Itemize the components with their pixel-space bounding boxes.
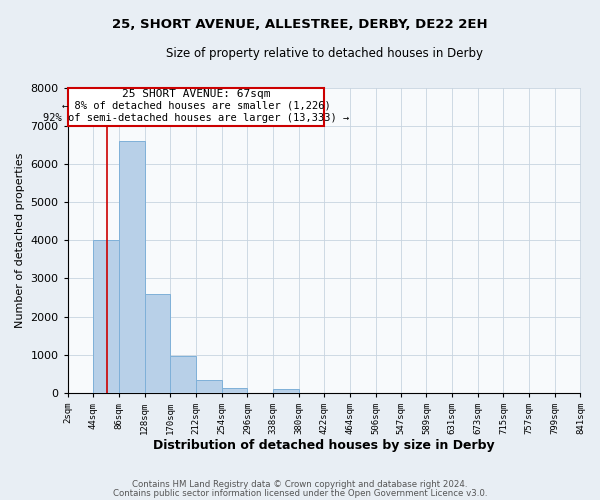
Bar (94, 240, 119, 392)
Bar (68, 88, 325, 126)
Text: ← 8% of detached houses are smaller (1,226): ← 8% of detached houses are smaller (1,2… (62, 101, 331, 111)
Bar (196, 380, 222, 392)
Text: Contains public sector information licensed under the Open Government Licence v3: Contains public sector information licen… (113, 489, 487, 498)
Bar (222, 388, 247, 392)
Text: 25, SHORT AVENUE, ALLESTREE, DERBY, DE22 2EH: 25, SHORT AVENUE, ALLESTREE, DERBY, DE22… (112, 18, 488, 30)
Title: Size of property relative to detached houses in Derby: Size of property relative to detached ho… (166, 48, 482, 60)
X-axis label: Distribution of detached houses by size in Derby: Distribution of detached houses by size … (153, 440, 495, 452)
Text: 92% of semi-detached houses are larger (13,333) →: 92% of semi-detached houses are larger (… (43, 112, 349, 122)
Text: 25 SHORT AVENUE: 67sqm: 25 SHORT AVENUE: 67sqm (122, 89, 271, 99)
Bar (170, 356, 196, 392)
Bar (119, 142, 145, 392)
Y-axis label: Number of detached properties: Number of detached properties (15, 152, 25, 328)
Bar (145, 294, 170, 392)
Bar (273, 389, 299, 392)
Text: Contains HM Land Registry data © Crown copyright and database right 2024.: Contains HM Land Registry data © Crown c… (132, 480, 468, 489)
